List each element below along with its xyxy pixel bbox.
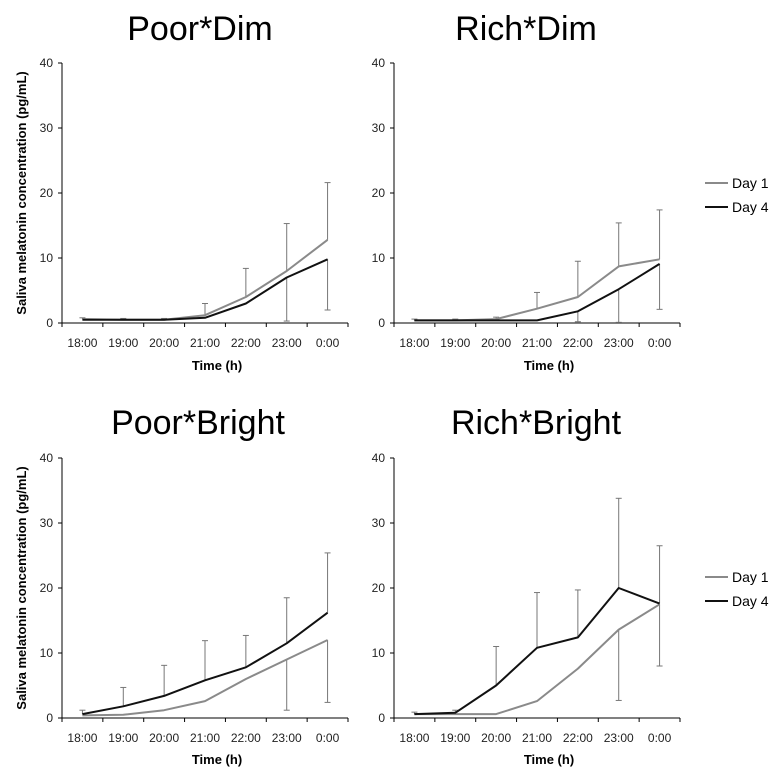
x-tick-label: 22:00 <box>231 336 261 350</box>
y-tick-label: 10 <box>40 646 54 660</box>
y-tick-label: 10 <box>40 251 54 265</box>
chart-panel-3: Poor*Bright 0 10 20 30 40 18:00 19:00 20:00 21:00… <box>14 404 349 767</box>
x-tick-label: 21:00 <box>522 731 552 745</box>
legend-label: Day 4 <box>732 593 769 609</box>
x-tick-label: 20:00 <box>149 731 179 745</box>
series-line-day-1 <box>82 639 329 717</box>
y-tick-label: 40 <box>372 451 386 465</box>
x-tick-label: 0:00 <box>316 336 340 350</box>
x-axis-label: Time (h) <box>524 752 574 767</box>
y-tick-label: 30 <box>372 516 386 530</box>
y-tick-label: 30 <box>372 121 386 135</box>
series-line-day-1 <box>414 258 660 322</box>
x-tick-label: 23:00 <box>272 336 302 350</box>
y-tick-label: 20 <box>40 186 54 200</box>
x-tick-label: 23:00 <box>604 336 634 350</box>
y-tick-label: 20 <box>372 186 386 200</box>
x-tick-label: 22:00 <box>563 336 593 350</box>
y-tick-label: 10 <box>372 646 386 660</box>
x-tick-label: 19:00 <box>440 731 470 745</box>
x-tick-label: 23:00 <box>272 731 302 745</box>
x-tick-label: 18:00 <box>67 731 97 745</box>
panel-title: Poor*Dim <box>127 10 272 48</box>
x-tick-label: 18:00 <box>399 731 429 745</box>
chart-panel-1: Poor*Dim 0 10 20 30 40 18:00 19:00 20:00 21:00 22:… <box>14 10 349 373</box>
y-tick-label: 0 <box>378 316 385 330</box>
x-tick-label: 21:00 <box>190 731 220 745</box>
x-tick-label: 22:00 <box>563 731 593 745</box>
x-tick-label: 19:00 <box>108 336 138 350</box>
y-tick-label: 0 <box>46 711 53 725</box>
series-line-day-4 <box>414 587 660 716</box>
y-tick-label: 10 <box>372 251 386 265</box>
series-line-day-4 <box>82 258 329 321</box>
legend: Day 1 Day 4 <box>705 569 769 609</box>
x-tick-label: 20:00 <box>481 731 511 745</box>
panel-title: Rich*Bright <box>451 404 622 442</box>
series-line-day-1 <box>414 603 661 716</box>
y-tick-label: 0 <box>378 711 385 725</box>
x-axis-label: Time (h) <box>192 752 242 767</box>
x-tick-label: 21:00 <box>190 336 220 350</box>
chart-panel-2: Rich*Dim 0 10 20 30 40 18:00 19:00 20:00 21:00 22:… <box>372 10 769 373</box>
y-tick-label: 40 <box>40 451 54 465</box>
chart-panel-4: Rich*Bright 0 10 20 30 40 18:00 19:00 20:00 21:00… <box>372 404 769 767</box>
y-tick-label: 40 <box>372 56 386 70</box>
y-axis-label: Saliva melatonin concentration (pg/mL) <box>14 466 29 709</box>
x-tick-label: 18:00 <box>67 336 97 350</box>
panel-title: Poor*Bright <box>111 404 285 442</box>
x-tick-label: 19:00 <box>108 731 138 745</box>
y-tick-label: 20 <box>372 581 386 595</box>
series-line-day-4 <box>82 611 329 716</box>
y-tick-label: 20 <box>40 581 54 595</box>
x-tick-label: 20:00 <box>481 336 511 350</box>
x-tick-label: 18:00 <box>399 336 429 350</box>
y-axis-label: Saliva melatonin concentration (pg/mL) <box>14 71 29 314</box>
y-tick-label: 30 <box>40 516 54 530</box>
x-tick-label: 19:00 <box>440 336 470 350</box>
x-tick-label: 21:00 <box>522 336 552 350</box>
legend-label: Day 1 <box>732 569 769 585</box>
y-tick-label: 0 <box>46 316 53 330</box>
x-tick-label: 22:00 <box>231 731 261 745</box>
x-tick-label: 23:00 <box>604 731 634 745</box>
y-tick-label: 30 <box>40 121 54 135</box>
legend-label: Day 1 <box>732 175 769 191</box>
legend-label: Day 4 <box>732 199 769 215</box>
legend: Day 1 Day 4 <box>705 175 769 215</box>
x-axis-label: Time (h) <box>524 358 574 373</box>
y-tick-label: 40 <box>40 56 54 70</box>
panel-title: Rich*Dim <box>455 10 597 48</box>
x-tick-label: 0:00 <box>648 336 672 350</box>
x-tick-label: 20:00 <box>149 336 179 350</box>
x-tick-label: 0:00 <box>316 731 340 745</box>
x-axis-label: Time (h) <box>192 358 242 373</box>
series-line-day-4 <box>414 263 661 322</box>
x-tick-label: 0:00 <box>648 731 672 745</box>
